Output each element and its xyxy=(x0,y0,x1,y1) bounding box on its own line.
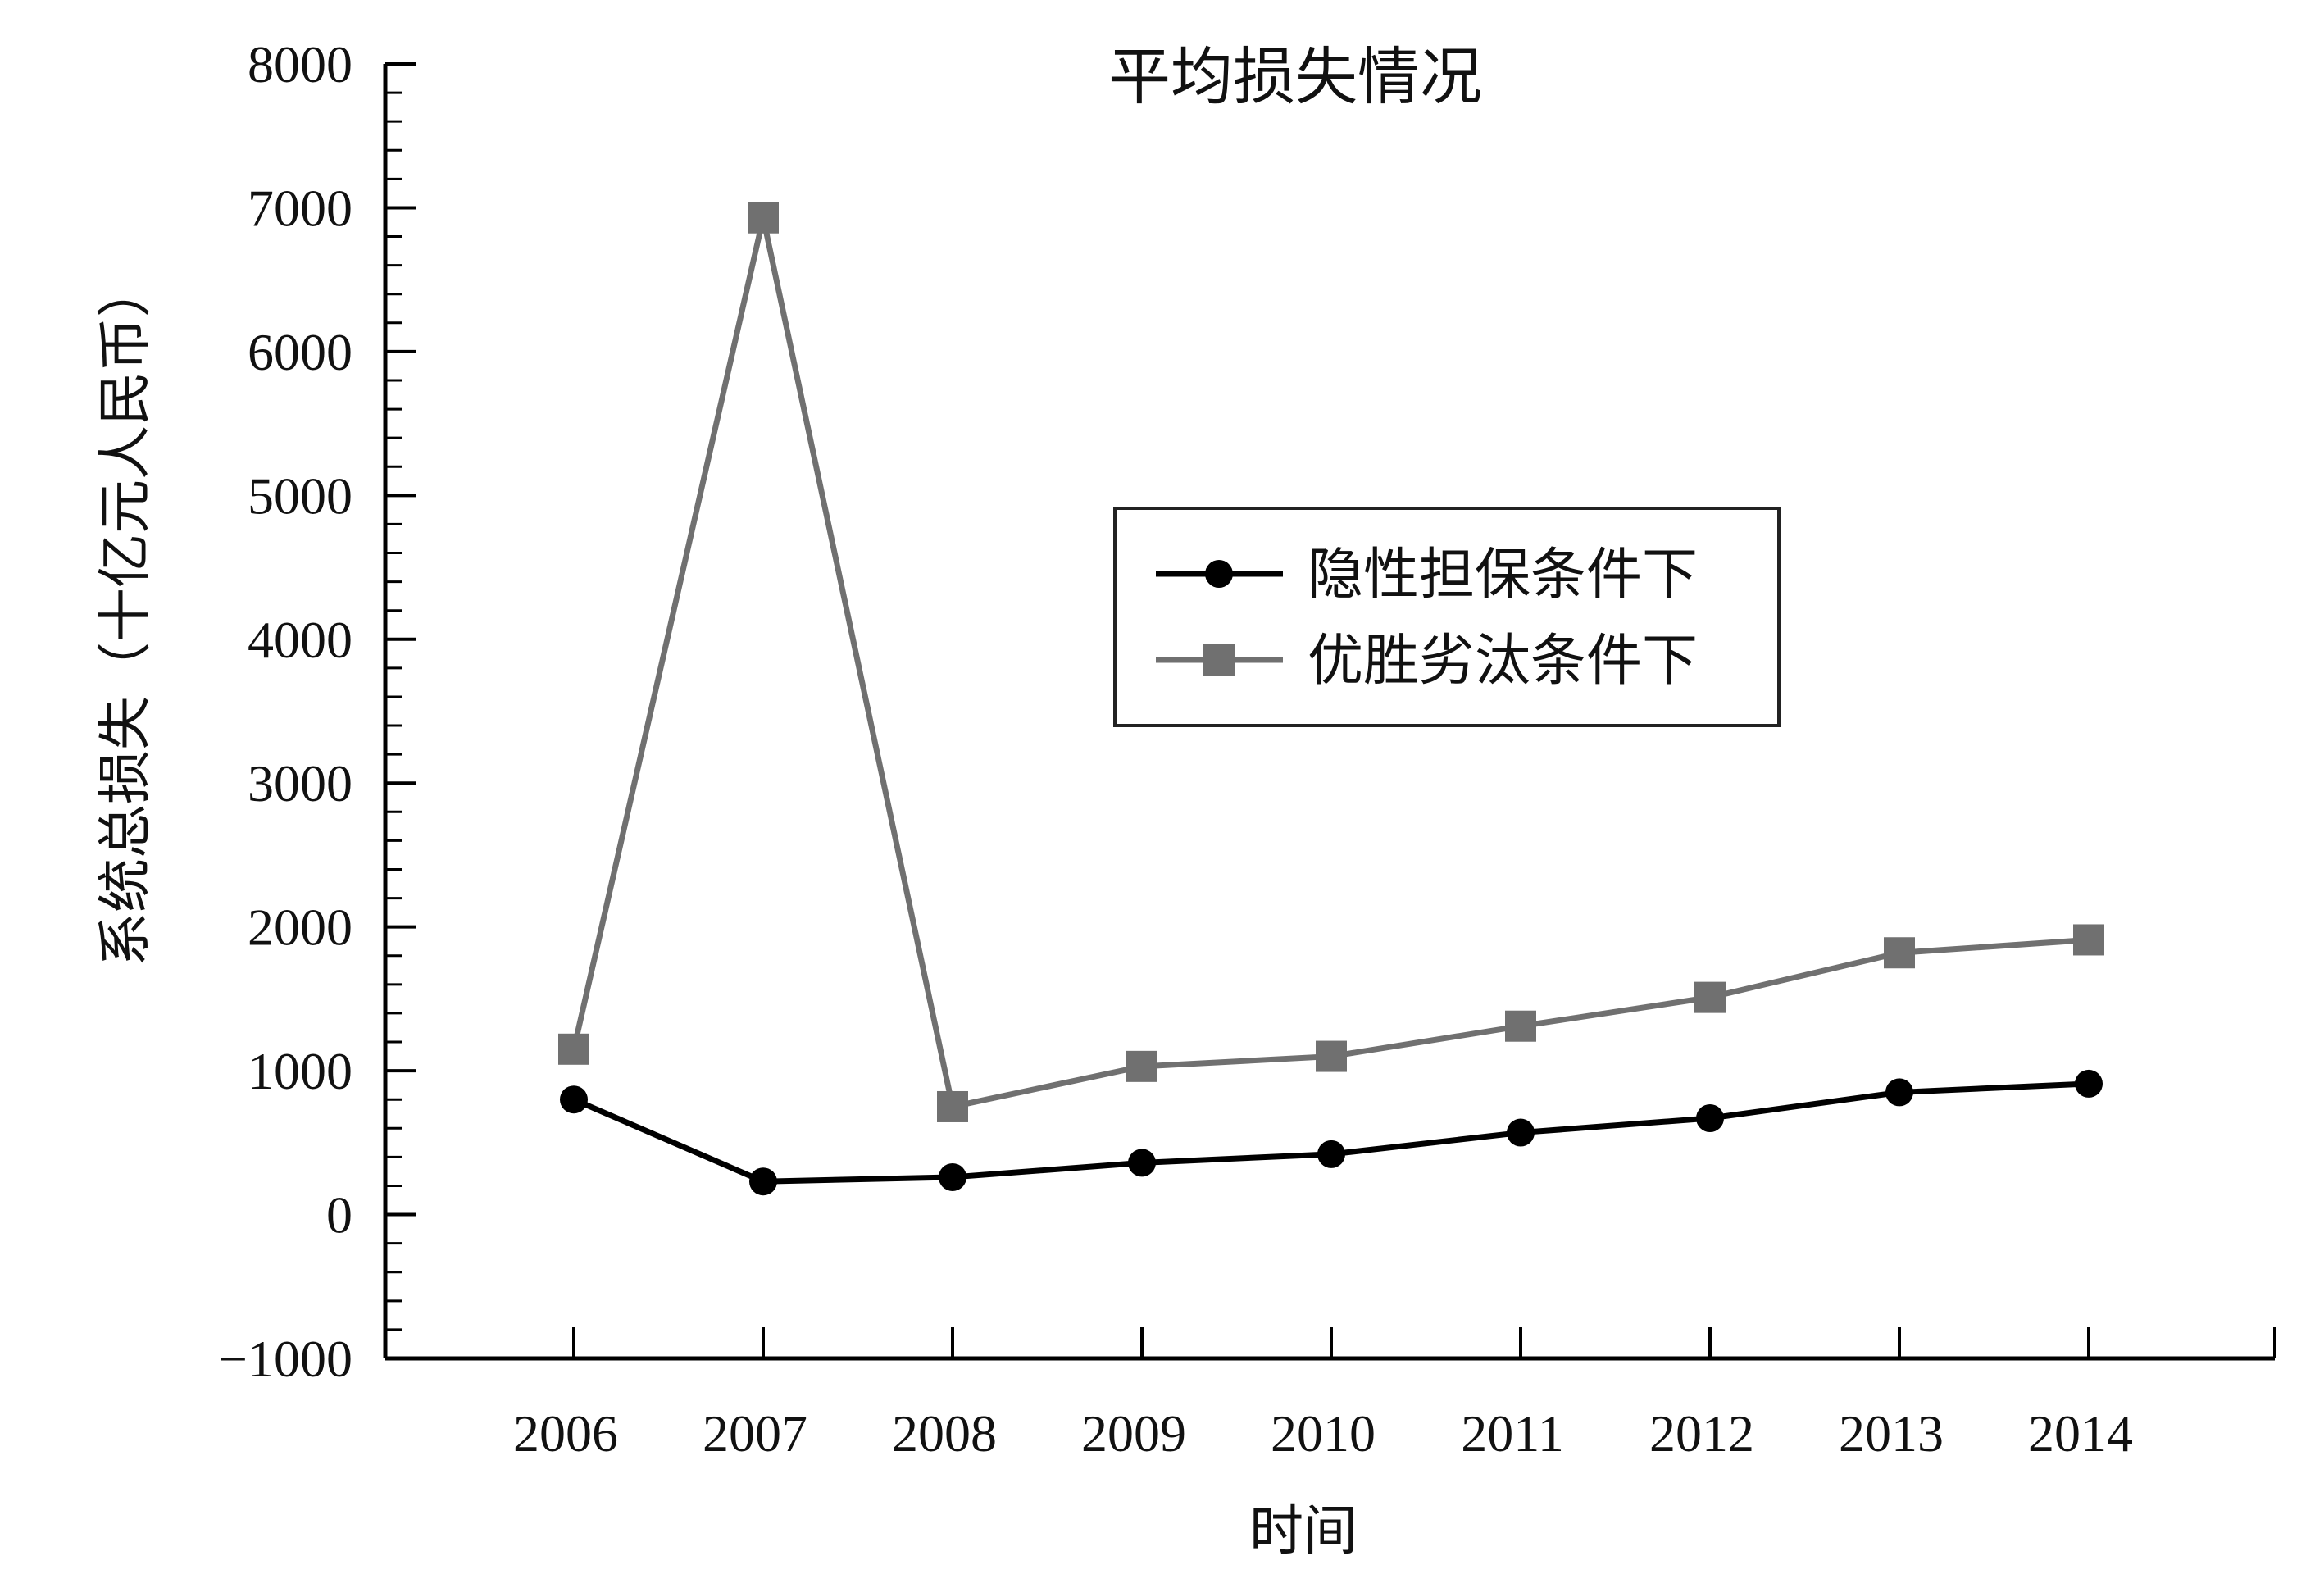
series-layer xyxy=(558,202,2104,1196)
y-tick-label: 7000 xyxy=(248,179,352,237)
x-tick-label: 2012 xyxy=(1649,1404,1754,1463)
x-tick-label: 2011 xyxy=(1461,1404,1564,1463)
y-tick-label: 8000 xyxy=(248,35,352,93)
legend-label: 隐性担保条件下 xyxy=(1308,543,1698,607)
y-tick-label: 1000 xyxy=(248,1042,352,1100)
legend-marker xyxy=(1203,644,1235,676)
data-point xyxy=(1885,1078,1913,1107)
data-point xyxy=(1316,1040,1347,1072)
y-tick-label: 4000 xyxy=(248,611,352,669)
data-point xyxy=(939,1162,966,1191)
data-point xyxy=(937,1090,968,1122)
data-point xyxy=(558,1033,589,1065)
x-tick-label: 2007 xyxy=(703,1404,807,1463)
x-tick-label: 2010 xyxy=(1271,1404,1376,1463)
x-ticks: 2006 2007 2008 2009 2010 2011 2012 2013 2014 xyxy=(513,1327,2276,1463)
legend-box xyxy=(1113,507,1781,727)
y-ticks: −1000 0 1000 2000 3000 4000 5000 6000 7000 8000 xyxy=(218,35,416,1388)
data-point xyxy=(749,1167,777,1196)
data-point xyxy=(1696,1104,1724,1133)
y-tick-label: 2000 xyxy=(248,898,352,957)
y-tick-label: −1000 xyxy=(218,1330,352,1388)
y-tick-label: 6000 xyxy=(248,323,352,381)
x-tick-label: 2008 xyxy=(892,1404,997,1463)
data-point xyxy=(1884,937,1915,969)
series-1 xyxy=(560,1069,2103,1196)
x-tick-label: 2014 xyxy=(2028,1404,2133,1463)
data-point xyxy=(560,1085,588,1114)
data-point xyxy=(1126,1050,1157,1082)
data-point xyxy=(1317,1140,1345,1168)
y-tick-label: 5000 xyxy=(248,466,352,525)
chart-title: 平均损失情况 xyxy=(1108,40,1482,113)
data-point xyxy=(748,202,779,234)
x-tick-label: 2006 xyxy=(513,1404,618,1463)
y-tick-label: 0 xyxy=(326,1186,352,1244)
x-tick-label: 2013 xyxy=(1839,1404,1944,1463)
data-point xyxy=(1507,1118,1535,1147)
y-tick-label: 3000 xyxy=(248,754,352,812)
data-point xyxy=(2073,924,2104,956)
series-2 xyxy=(558,202,2104,1122)
x-axis-label: 时间 xyxy=(1249,1499,1358,1563)
data-point xyxy=(1128,1149,1156,1177)
legend-marker xyxy=(1205,560,1233,588)
data-point xyxy=(1505,1010,1536,1042)
data-point xyxy=(1694,981,1726,1013)
x-tick-label: 2009 xyxy=(1081,1404,1186,1463)
data-point xyxy=(2075,1069,2103,1098)
legend-label: 优胜劣汰条件下 xyxy=(1308,629,1698,694)
y-axis-label: 系统总损失（十亿元人民币） xyxy=(93,263,157,967)
